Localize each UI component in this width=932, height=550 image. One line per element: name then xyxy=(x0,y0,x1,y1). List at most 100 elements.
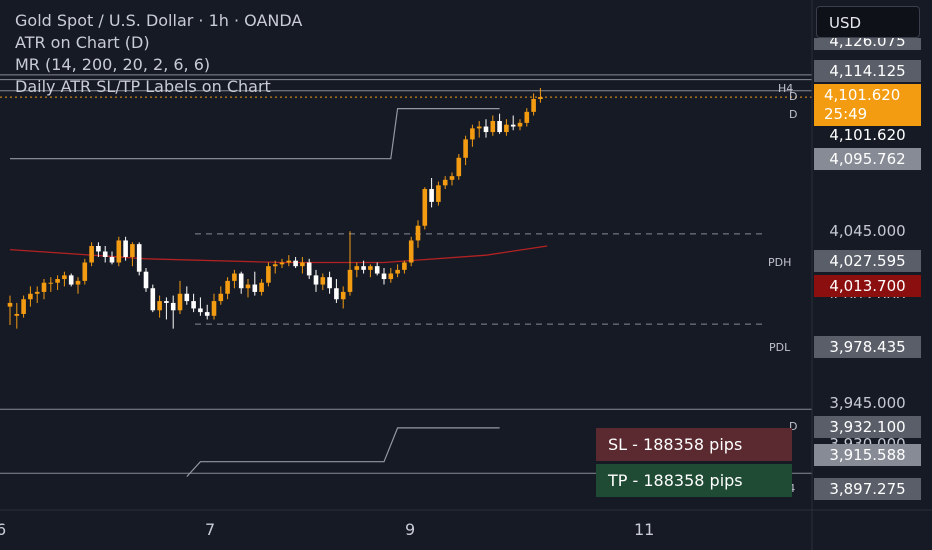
candle-body-61 xyxy=(422,189,428,226)
candle-body-15 xyxy=(109,256,115,263)
candle-body-70 xyxy=(483,126,489,133)
candle-body-28 xyxy=(198,308,203,313)
candle-body-36 xyxy=(252,284,258,292)
atr-upper-line xyxy=(10,108,500,160)
candle-body-54 xyxy=(374,266,380,274)
candle-body-24 xyxy=(170,302,176,311)
level-lines xyxy=(0,74,812,474)
countdown-timer: 25:49 xyxy=(824,105,868,123)
candle-body-32 xyxy=(225,280,230,294)
moving-average xyxy=(9,245,548,264)
candle-body-33 xyxy=(232,273,237,281)
indicator-atr[interactable]: ATR on Chart (D) xyxy=(15,33,150,52)
tag-pdh: PDH xyxy=(768,256,792,269)
candle-body-41 xyxy=(286,260,292,263)
candle-body-47 xyxy=(327,277,332,289)
x-tick-7: 7 xyxy=(205,520,216,539)
candle-body-6 xyxy=(48,282,54,284)
candle-body-78 xyxy=(538,97,543,99)
current-price-box: 4,101.620 25:49 xyxy=(814,84,921,126)
candle-body-73 xyxy=(504,124,509,133)
candle-body-60 xyxy=(415,225,421,241)
candle-body-77 xyxy=(531,98,536,112)
candle-body-44 xyxy=(306,262,312,276)
x-tick-6: 6 xyxy=(0,520,7,539)
candles xyxy=(7,87,543,329)
atr-lower-line xyxy=(186,427,500,478)
x-tick-9: 9 xyxy=(405,520,416,539)
candle-body-7 xyxy=(55,279,60,283)
indicator-sltp[interactable]: Daily ATR SL/TP Labels on Chart xyxy=(15,77,271,96)
candle-body-59 xyxy=(408,240,414,263)
candle-body-69 xyxy=(476,126,482,129)
stop-loss-label: SL - 188358 pips xyxy=(596,428,792,461)
candle-body-51 xyxy=(354,266,360,270)
candle-body-9 xyxy=(68,275,74,285)
candle-body-67 xyxy=(463,139,468,158)
symbol-title[interactable]: Gold Spot / U.S. Dollar · 1h · OANDA xyxy=(15,11,303,30)
tick-label-3945: 3,945.000 xyxy=(829,394,906,412)
candle-body-18 xyxy=(130,244,135,257)
candle-body-45 xyxy=(313,275,319,285)
candle-body-26 xyxy=(184,293,190,302)
atr-lines xyxy=(10,108,500,478)
candle-body-11 xyxy=(82,262,88,281)
candle-body-74 xyxy=(510,124,516,127)
candle-body-19 xyxy=(136,244,142,272)
candle-body-23 xyxy=(164,301,169,303)
candle-body-5 xyxy=(41,282,47,292)
candle-body-46 xyxy=(320,277,326,285)
candle-body-40 xyxy=(279,262,285,265)
candle-body-56 xyxy=(388,273,394,280)
candle-body-52 xyxy=(361,266,366,270)
candle-body-13 xyxy=(96,245,101,252)
candle-body-17 xyxy=(123,240,128,257)
price-label-level-a: 4,095.762 xyxy=(814,148,921,170)
indicator-mr[interactable]: MR (14, 200, 20, 2, 6, 6) xyxy=(15,55,211,74)
candle-body-1 xyxy=(14,313,20,316)
tick-label-3930: 3,930.000 xyxy=(829,435,906,444)
candle-body-21 xyxy=(150,288,156,311)
candle-body-20 xyxy=(143,271,149,289)
candle-body-75 xyxy=(517,122,523,127)
candle-body-38 xyxy=(266,266,271,283)
candle-body-37 xyxy=(259,282,264,292)
price-label-ma: 4,013.700 xyxy=(814,275,921,297)
candle-body-4 xyxy=(34,291,40,294)
candle-body-50 xyxy=(347,269,353,292)
tick-label-4045: 4,045.000 xyxy=(829,222,906,240)
candle-body-30 xyxy=(211,301,217,316)
candle-body-8 xyxy=(62,275,67,280)
price-label-h4-top: 4,114.125 xyxy=(814,60,921,82)
price-label-d-low: 3,932.100 xyxy=(814,416,921,438)
candle-body-3 xyxy=(28,293,33,300)
price-label-top-cut: 4,126.075 xyxy=(814,38,921,50)
candle-body-29 xyxy=(204,312,210,316)
candle-body-48 xyxy=(334,288,339,300)
chart-legend: Gold Spot / U.S. Dollar · 1h · OANDA ATR… xyxy=(15,10,302,98)
candle-body-63 xyxy=(436,185,441,202)
tag-d-upper: D xyxy=(789,108,798,121)
candle-body-43 xyxy=(300,262,305,267)
price-label-h4-low: 3,897.275 xyxy=(814,478,921,500)
candle-body-16 xyxy=(116,240,122,263)
candle-body-58 xyxy=(402,262,407,270)
candle-body-55 xyxy=(381,273,387,280)
tag-h4-top: H4 xyxy=(778,82,794,95)
current-price-value: 4,101.620 xyxy=(824,86,901,104)
candle-body-27 xyxy=(191,301,196,309)
tag-pdl: PDL xyxy=(769,341,791,354)
candle-body-10 xyxy=(75,280,81,285)
price-label-pdl: 3,978.435 xyxy=(814,336,921,358)
candle-body-64 xyxy=(442,179,448,186)
candle-body-62 xyxy=(429,189,434,202)
tag-d-lower: D xyxy=(789,420,798,433)
candle-body-34 xyxy=(238,273,244,289)
candle-body-12 xyxy=(89,245,94,263)
currency-button[interactable]: USD xyxy=(816,6,920,38)
price-label-pdh: 4,027.595 xyxy=(814,250,921,272)
candle-body-25 xyxy=(177,293,183,311)
candle-body-0 xyxy=(7,302,13,307)
tag-d-top: D xyxy=(789,90,798,103)
candle-body-68 xyxy=(470,128,475,140)
